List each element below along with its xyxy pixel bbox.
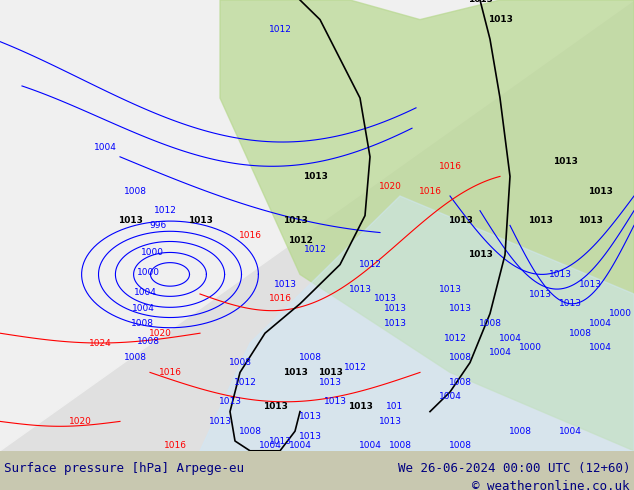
Text: 1013: 1013 [448,304,472,313]
Text: 1004: 1004 [259,441,281,450]
Text: 1004: 1004 [439,392,462,401]
Text: 1008: 1008 [228,358,252,367]
Text: 1013: 1013 [273,280,297,289]
Text: 1012: 1012 [444,334,467,343]
Text: 1008: 1008 [479,319,501,328]
Text: 1013: 1013 [318,368,342,377]
Text: 1013: 1013 [299,412,321,421]
Text: 1013: 1013 [349,285,372,294]
Text: 1008: 1008 [508,427,531,436]
Text: 101: 101 [386,402,404,411]
Text: 1004: 1004 [132,304,155,313]
Text: 1008: 1008 [569,329,592,338]
Text: 1013: 1013 [209,417,231,426]
Text: 1013: 1013 [269,437,292,445]
Text: 1004: 1004 [288,441,311,450]
Text: 1013: 1013 [283,368,307,377]
Text: 1004: 1004 [94,143,117,151]
Text: 1020: 1020 [148,329,171,338]
Text: 1012: 1012 [153,206,176,215]
Text: 1012: 1012 [233,378,256,387]
Text: © weatheronline.co.uk: © weatheronline.co.uk [472,480,630,490]
Text: 1008: 1008 [448,353,472,362]
Text: 1013: 1013 [384,304,406,313]
Text: 1016: 1016 [158,368,181,377]
Text: 1013: 1013 [302,172,327,181]
Text: 1013: 1013 [219,397,242,406]
Text: 1013: 1013 [448,216,472,225]
Text: 1008: 1008 [136,337,160,345]
Text: 1024: 1024 [89,339,112,347]
Text: 1004: 1004 [498,334,521,343]
Text: 1004: 1004 [489,348,512,357]
Polygon shape [200,196,634,451]
Polygon shape [0,0,634,451]
Text: 1004: 1004 [588,319,611,328]
Text: 1016: 1016 [269,294,292,303]
Text: 996: 996 [150,221,167,230]
Text: 1008: 1008 [124,353,146,362]
Text: 1004: 1004 [559,427,581,436]
Text: 1012: 1012 [288,236,313,245]
Text: 1013: 1013 [373,294,396,303]
Text: 1013: 1013 [439,285,462,294]
Text: 1013: 1013 [527,216,552,225]
Text: 1008: 1008 [448,378,472,387]
Text: 1013: 1013 [548,270,571,279]
Text: 1016: 1016 [164,441,186,450]
Text: 1013: 1013 [117,216,143,225]
Text: 1013: 1013 [588,187,612,196]
Text: 1008: 1008 [389,441,411,450]
Text: 1016: 1016 [418,187,441,196]
Text: 1013: 1013 [467,0,493,4]
Text: 1020: 1020 [378,182,401,191]
Text: 1012: 1012 [304,245,327,254]
Text: 1008: 1008 [238,427,261,436]
Text: 1016: 1016 [439,162,462,171]
Text: 1013: 1013 [467,250,493,259]
Text: 1008: 1008 [299,353,321,362]
Text: 1000: 1000 [136,268,160,277]
Text: 1013: 1013 [488,15,512,24]
Text: 1013: 1013 [378,417,401,426]
Text: 1000: 1000 [609,309,631,318]
Polygon shape [220,0,634,451]
Text: 1013: 1013 [347,402,372,411]
Text: 1004: 1004 [134,288,157,296]
Text: 1013: 1013 [323,397,347,406]
Text: 1016: 1016 [238,231,261,240]
Text: 1008: 1008 [131,319,153,328]
Text: 1012: 1012 [344,363,366,372]
Polygon shape [0,0,634,451]
Text: 1012: 1012 [269,25,292,34]
Text: 1013: 1013 [553,157,578,166]
Text: 1008: 1008 [124,187,146,196]
Text: 1013: 1013 [283,216,307,225]
Text: We 26-06-2024 00:00 UTC (12+60): We 26-06-2024 00:00 UTC (12+60) [398,462,630,475]
Text: 1013: 1013 [578,216,602,225]
Text: 1004: 1004 [588,343,611,352]
Text: 1013: 1013 [529,290,552,298]
Text: 1000: 1000 [141,248,164,257]
Text: 1004: 1004 [359,441,382,450]
Text: 1013: 1013 [578,280,602,289]
Text: 1020: 1020 [68,417,91,426]
Text: Surface pressure [hPa] Arpege-eu: Surface pressure [hPa] Arpege-eu [4,462,244,475]
Text: 1013: 1013 [299,432,321,441]
Text: 1013: 1013 [559,299,581,308]
Text: 1013: 1013 [188,216,212,225]
Text: 1012: 1012 [359,260,382,269]
Text: 1000: 1000 [519,343,541,352]
Text: 1013: 1013 [262,402,287,411]
Text: 1013: 1013 [384,319,406,328]
Text: 1013: 1013 [318,378,342,387]
Text: 1008: 1008 [448,441,472,450]
